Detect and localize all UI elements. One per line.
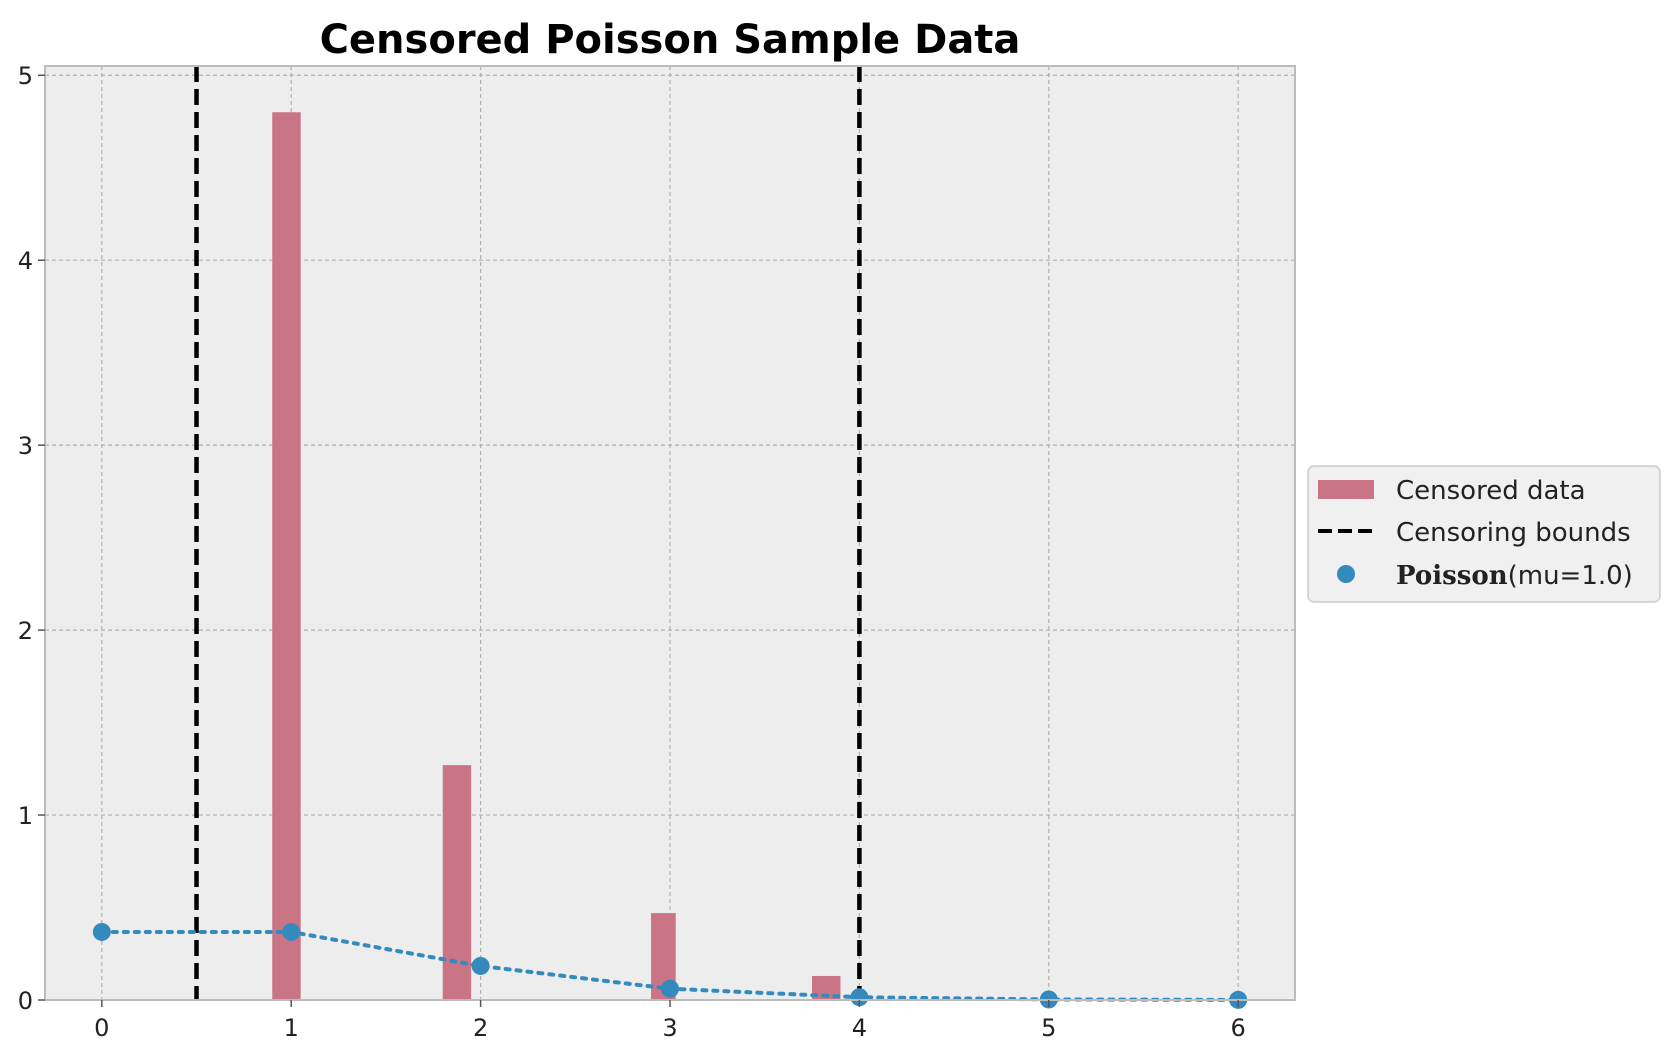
poisson-point bbox=[92, 922, 111, 941]
histogram-bar bbox=[272, 112, 301, 1001]
poisson-point bbox=[661, 979, 679, 998]
legend-label-censoring-bounds: Censoring bounds bbox=[1396, 518, 1631, 548]
y-axis: 0 1 2 3 4 5 bbox=[18, 62, 45, 1015]
x-axis: 0 1 2 3 4 5 6 bbox=[94, 1000, 1246, 1042]
y-tick-label: 3 bbox=[18, 432, 33, 460]
x-tick-label: 1 bbox=[284, 1014, 299, 1042]
legend-swatch-poisson bbox=[1337, 565, 1355, 583]
legend: Censored data Censoring bounds Poisson(m… bbox=[1307, 465, 1661, 603]
legend-label-poisson-params: (mu=1.0) bbox=[1508, 561, 1633, 591]
y-tick-label: 0 bbox=[18, 987, 33, 1015]
y-tick-label: 4 bbox=[18, 247, 33, 275]
x-tick-label: 2 bbox=[473, 1014, 488, 1042]
censoring-bounds bbox=[194, 66, 862, 1000]
chart-title: Censored Poisson Sample Data bbox=[320, 17, 1021, 63]
legend-swatch-censored-data bbox=[1318, 480, 1374, 499]
x-tick-label: 4 bbox=[852, 1014, 867, 1042]
poisson-point bbox=[282, 922, 301, 941]
poisson-point bbox=[850, 988, 869, 1007]
x-tick-label: 5 bbox=[1041, 1014, 1056, 1042]
x-tick-label: 3 bbox=[662, 1014, 677, 1042]
legend-label-censored-data: Censored data bbox=[1396, 476, 1586, 506]
legend-label-poisson-name: Poisson bbox=[1396, 561, 1508, 591]
y-tick-label: 5 bbox=[18, 62, 33, 90]
legend-box bbox=[1307, 465, 1661, 603]
x-tick-label: 0 bbox=[94, 1014, 109, 1042]
legend-label-poisson: Poisson(mu=1.0) bbox=[1396, 561, 1633, 591]
y-tick-label: 2 bbox=[18, 617, 33, 645]
x-tick-label: 6 bbox=[1231, 1014, 1246, 1042]
poisson-point bbox=[471, 956, 490, 975]
y-tick-label: 1 bbox=[18, 802, 33, 830]
